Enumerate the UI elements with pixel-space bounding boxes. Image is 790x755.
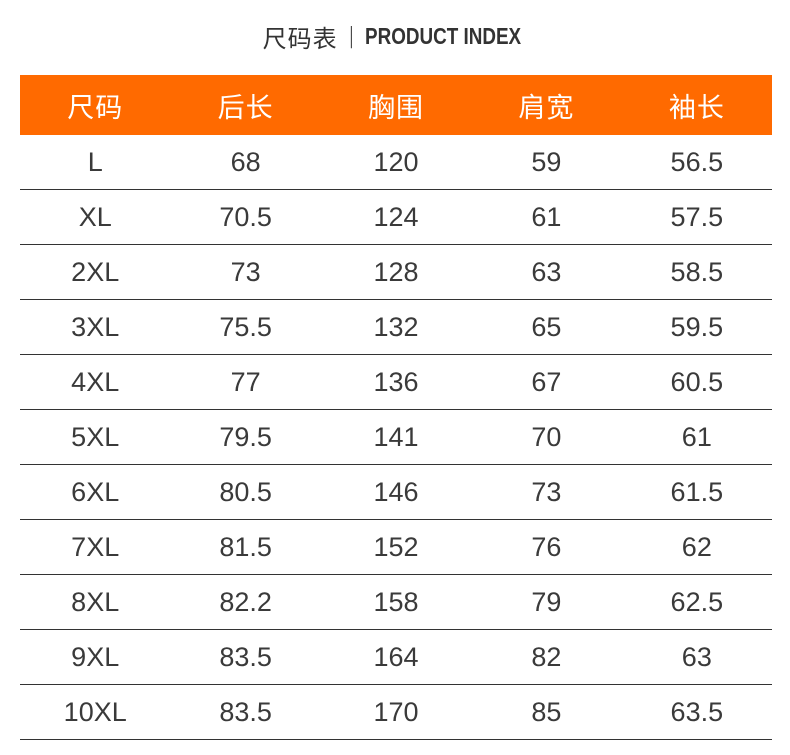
cell-shoulder: 73	[531, 476, 562, 507]
cell-sleeve: 59.5	[670, 311, 724, 342]
table-header-row: 尺码 后长 胸围 肩宽 袖长	[20, 75, 772, 135]
header-sleeve: 袖长	[668, 92, 725, 124]
cell-sleeve: 63	[681, 641, 712, 672]
cell-chest: 124	[373, 201, 419, 232]
cell-sleeve: 56.5	[670, 146, 724, 177]
cell-back-length: 80.5	[219, 476, 272, 507]
cell-sleeve: 58.5	[670, 256, 724, 287]
cell-shoulder: 82	[531, 641, 562, 672]
table-row: L 68 120 59 56.5	[20, 135, 772, 190]
cell-size: 8XL	[71, 586, 120, 617]
cell-size: XL	[78, 201, 112, 232]
cell-chest: 120	[373, 146, 419, 177]
cell-shoulder: 65	[531, 311, 562, 342]
table-row: 4XL 77 136 67 60.5	[20, 355, 772, 410]
cell-shoulder: 59	[531, 146, 562, 177]
cell-sleeve: 62.5	[670, 586, 724, 617]
title-chinese: 尺码表	[262, 24, 338, 53]
table-row: XL 70.5 124 61 57.5	[20, 190, 772, 245]
cell-chest: 136	[373, 366, 419, 397]
title-english: PRODUCT INDEX	[365, 22, 522, 49]
cell-back-length: 79.5	[219, 421, 272, 452]
cell-size: L	[87, 146, 103, 177]
cell-sleeve: 62	[681, 531, 712, 562]
cell-chest: 128	[373, 256, 419, 287]
page-title: 尺码表 | PRODUCT INDEX	[0, 14, 790, 58]
cell-sleeve: 63.5	[670, 696, 724, 727]
cell-size: 10XL	[63, 696, 127, 727]
cell-back-length: 83.5	[219, 696, 272, 727]
table-row: 7XL 81.5 152 76 62	[20, 520, 772, 575]
cell-shoulder: 61	[531, 201, 562, 232]
cell-size: 9XL	[71, 641, 120, 672]
cell-sleeve: 60.5	[670, 366, 724, 397]
cell-chest: 152	[373, 531, 419, 562]
cell-chest: 132	[373, 311, 419, 342]
size-chart-table: 尺码 后长 胸围 肩宽 袖长 L 68 120 59 56.5 XL 70.5 124 61 57…	[20, 75, 772, 740]
table-row: 9XL 83.5 164 82 63	[20, 630, 772, 685]
cell-size: 4XL	[71, 366, 120, 397]
cell-back-length: 83.5	[219, 641, 272, 672]
cell-size: 7XL	[71, 531, 120, 562]
cell-size: 3XL	[71, 311, 120, 342]
cell-shoulder: 67	[531, 366, 562, 397]
header-chest: 胸围	[368, 92, 425, 124]
cell-chest: 146	[373, 476, 419, 507]
cell-chest: 141	[373, 421, 419, 452]
header-back-length: 后长	[217, 92, 274, 124]
cell-shoulder: 79	[531, 586, 562, 617]
table-row: 10XL 83.5 170 85 63.5	[20, 685, 772, 740]
table-row: 8XL 82.2 158 79 62.5	[20, 575, 772, 630]
table-row: 6XL 80.5 146 73 61.5	[20, 465, 772, 520]
cell-size: 6XL	[71, 476, 120, 507]
table-row: 2XL 73 128 63 58.5	[20, 245, 772, 300]
header-shoulder: 肩宽	[518, 92, 575, 124]
cell-chest: 158	[373, 586, 419, 617]
cell-sleeve: 61	[681, 421, 712, 452]
cell-size: 2XL	[71, 256, 120, 287]
cell-shoulder: 70	[531, 421, 562, 452]
header-size: 尺码	[67, 92, 124, 124]
cell-chest: 164	[373, 641, 419, 672]
cell-sleeve: 61.5	[670, 476, 724, 507]
cell-back-length: 77	[230, 366, 261, 397]
cell-back-length: 73	[230, 256, 261, 287]
table-row: 5XL 79.5 141 70 61	[20, 410, 772, 465]
cell-back-length: 68	[230, 146, 261, 177]
cell-back-length: 82.2	[219, 586, 272, 617]
cell-shoulder: 63	[531, 256, 562, 287]
title-separator: |	[347, 23, 355, 49]
cell-chest: 170	[373, 696, 419, 727]
cell-size: 5XL	[71, 421, 120, 452]
cell-shoulder: 85	[531, 696, 562, 727]
cell-back-length: 70.5	[219, 201, 272, 232]
cell-back-length: 81.5	[219, 531, 272, 562]
cell-back-length: 75.5	[219, 311, 272, 342]
table-body: L 68 120 59 56.5 XL 70.5 124 61 57.5 2XL 73 128 63 58.…	[20, 135, 772, 740]
cell-sleeve: 57.5	[670, 201, 724, 232]
table-row: 3XL 75.5 132 65 59.5	[20, 300, 772, 355]
cell-shoulder: 76	[531, 531, 562, 562]
